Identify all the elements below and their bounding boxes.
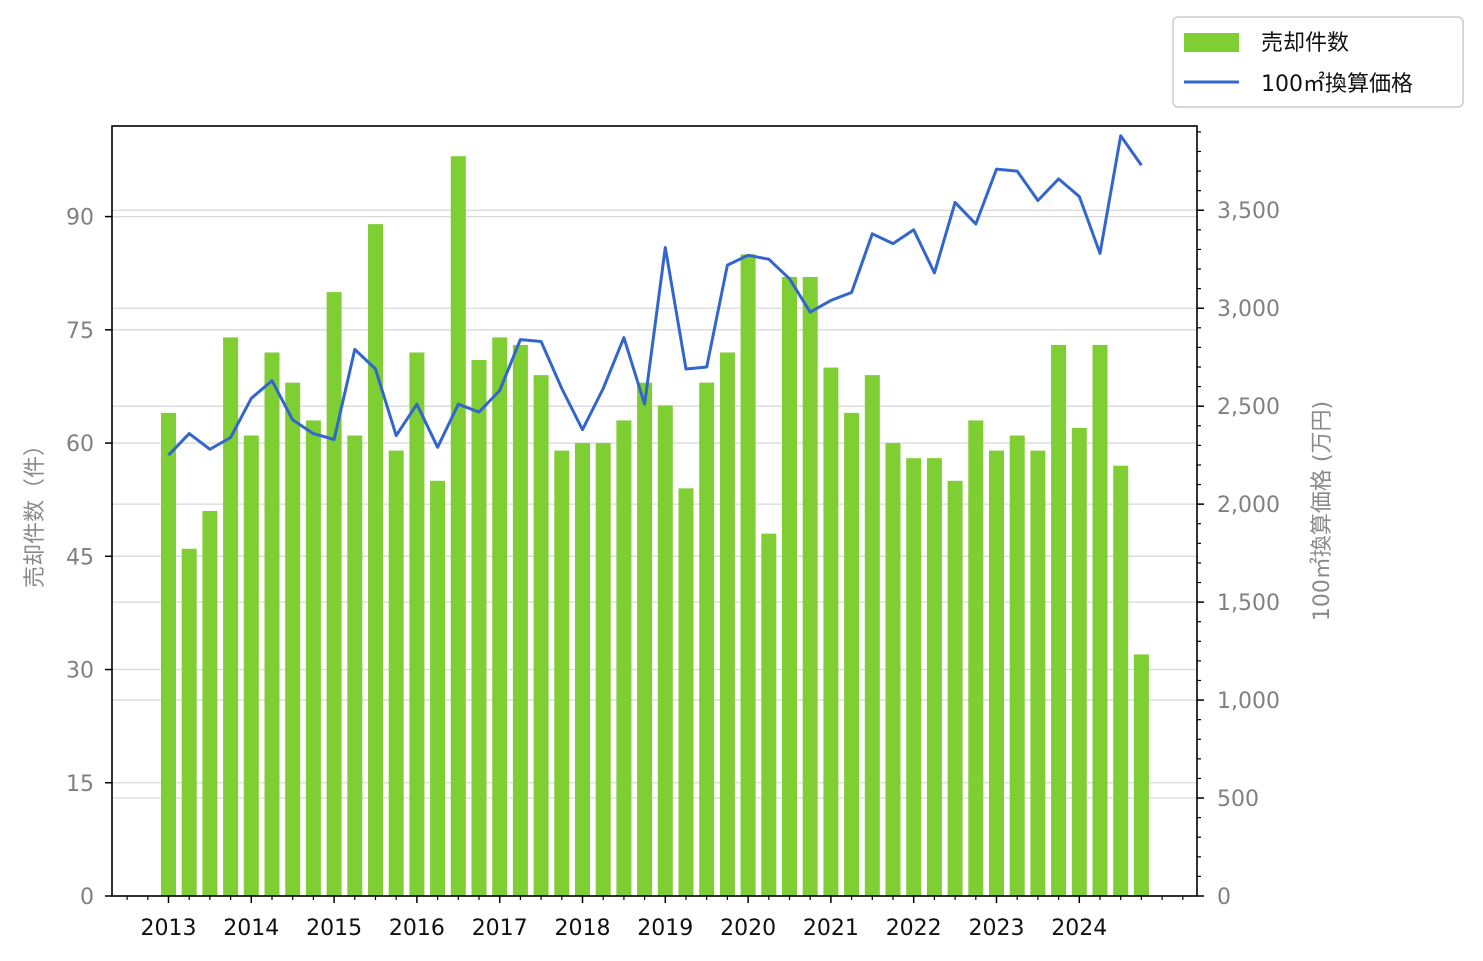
bar: 2020 Q3: 82 [782, 276, 797, 897]
bar: 2016 Q2: 55 [430, 480, 446, 896]
bar-series: 2013 Q1: 64 2013 Q2: 46 2013 Q3: 51 2013 Q4… [161, 156, 1149, 897]
bar: 2018 Q2: 60 [595, 443, 611, 896]
bar: 2023 Q4: 73 [1051, 344, 1067, 896]
right-tick-label: 3,000 [1217, 297, 1280, 322]
right-tick-label: 2,000 [1217, 493, 1280, 518]
x-tick-label: 2022 [886, 916, 942, 941]
left-tick-label: 45 [66, 545, 94, 570]
bar: 2016 Q3: 98 [450, 156, 466, 897]
bar: 2013 Q1: 64 [161, 412, 176, 896]
bar: 2019 Q2: 54 [678, 488, 694, 896]
right-tick-label: 500 [1217, 787, 1259, 812]
bar: 2013 Q4: 74 [223, 337, 239, 896]
bar: 2021 Q2: 64 [844, 412, 860, 896]
bar: 2016 Q4: 71 [471, 360, 487, 896]
left-axis-ticks: 0 15 30 45 60 75 90 [66, 206, 112, 910]
bar: 2015 Q4: 59 [388, 450, 404, 896]
legend-line-label: 100㎡換算価格 [1261, 71, 1413, 97]
bar: 2020 Q4: 82 [802, 276, 818, 897]
x-tick-label: 2020 [720, 916, 776, 941]
x-tick-label: 2016 [389, 916, 445, 941]
bar: 2023 Q1: 59 [989, 450, 1004, 896]
plot-frame [111, 125, 1198, 897]
bar: 2014 Q3: 68 [285, 382, 301, 897]
bar: 2021 Q1: 70 [823, 367, 839, 897]
x-axis-ticks: 2013 2014 2015 2016 2017 2018 2019 2020 2021 2022… [126, 896, 1184, 941]
bar: 2024 Q3: 57 [1113, 465, 1129, 896]
y-axis-label-right: 100㎡換算価格 (万円) [1309, 401, 1335, 621]
bar: 2022 Q1: 58 [906, 458, 922, 896]
x-tick-label: 2013 [141, 916, 197, 941]
x-tick-label: 2017 [472, 916, 528, 941]
bar: 2021 Q3: 69 [864, 375, 880, 896]
bar: 2014 Q2: 72 [264, 352, 280, 896]
bar: 2019 Q4: 72 [719, 352, 735, 896]
bar: 2022 Q2: 58 [926, 458, 942, 896]
right-tick-label: 3,500 [1217, 199, 1280, 224]
left-tick-label: 15 [66, 772, 94, 797]
x-tick-label: 2015 [306, 916, 362, 941]
bar: 2019 Q1: 65 [657, 405, 673, 896]
bar: 2015 Q3: 89 [368, 224, 383, 896]
bar: 2020 Q1: 85 [740, 254, 756, 897]
legend-bar-label: 売却件数 [1261, 31, 1349, 56]
bar: 2013 Q3: 51 [202, 511, 218, 896]
x-tick-label: 2021 [803, 916, 859, 941]
right-tick-label: 1,000 [1217, 689, 1280, 714]
legend-bar-swatch [1184, 33, 1239, 52]
bar: 2021 Q4: 60 [885, 443, 901, 896]
bar: 2022 Q3: 55 [947, 480, 963, 896]
legend: 売却件数 100㎡換算価格 [1172, 16, 1464, 108]
bar: 2017 Q1: 74 [492, 337, 508, 896]
bar: 2023 Q3: 59 [1030, 450, 1046, 896]
bar: 2015 Q1: 80 [326, 292, 342, 896]
legend-frame [1172, 16, 1464, 108]
bar: 2014 Q4: 63 [305, 420, 321, 896]
x-tick-label: 2023 [969, 916, 1025, 941]
bar: 2017 Q4: 59 [554, 450, 570, 896]
x-tick-label: 2018 [555, 916, 611, 941]
bar: 2024 Q1: 62 [1071, 427, 1087, 896]
right-tick-label: 1,500 [1217, 591, 1280, 616]
bar: 2013 Q2: 46 [181, 548, 197, 896]
bar: 2018 Q4: 68 [637, 382, 653, 897]
bar: 2023 Q2: 61 [1009, 435, 1025, 896]
y-axis-label: 売却件数（件） [23, 434, 48, 588]
bar: 2019 Q3: 68 [699, 382, 715, 897]
left-tick-label: 30 [66, 659, 94, 684]
left-tick-label: 90 [66, 206, 94, 231]
bar: 2015 Q2: 61 [347, 435, 363, 896]
bar: 2016 Q1: 72 [409, 352, 425, 896]
price-line [167, 134, 1143, 457]
right-axis-ticks: 0 500 1,000 1,500 2,000 2,500 3,000 3,500 [1197, 131, 1280, 910]
x-tick-label: 2024 [1051, 916, 1107, 941]
x-tick-label: 2019 [637, 916, 693, 941]
left-tick-label: 60 [66, 432, 94, 457]
bar: 2018 Q3: 63 [616, 420, 632, 896]
bar: 2014 Q1: 61 [243, 435, 259, 896]
bar: 2024 Q4: 32 [1133, 654, 1149, 896]
left-tick-label: 75 [66, 319, 94, 344]
right-tick-label: 2,500 [1217, 395, 1280, 420]
bar: 2018 Q1: 60 [575, 443, 590, 896]
bar: 2024 Q2: 73 [1092, 344, 1108, 896]
line-series [167, 134, 1143, 457]
bar: 2022 Q4: 63 [968, 420, 984, 896]
left-tick-label: 0 [80, 885, 94, 910]
right-tick-label: 0 [1217, 885, 1231, 910]
bar: 2020 Q2: 48 [761, 533, 777, 896]
x-tick-label: 2014 [223, 916, 279, 941]
bar: 2017 Q3: 69 [533, 375, 549, 896]
bar: 2017 Q2: 73 [512, 344, 528, 896]
